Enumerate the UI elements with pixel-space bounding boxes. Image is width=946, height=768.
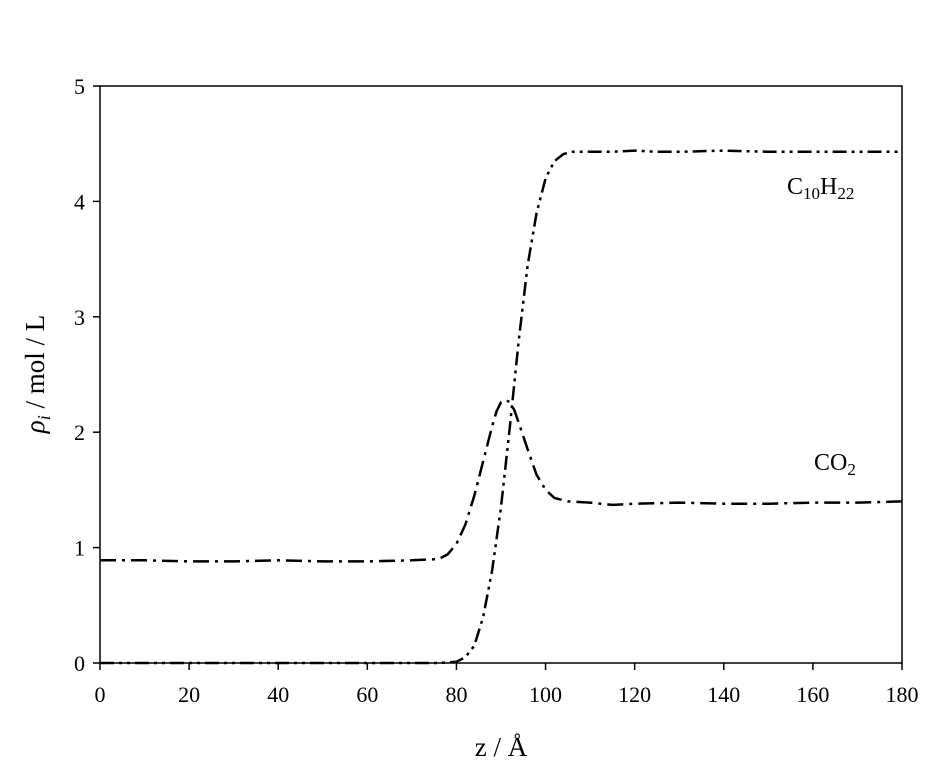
co2-label-co: CO xyxy=(814,450,847,476)
series-line-c10h22 xyxy=(100,149,902,665)
x-tick-label: 20 xyxy=(178,682,200,707)
c10h22-label-h: H xyxy=(820,174,837,200)
y-axis-title: ρi / mol / L xyxy=(20,315,54,434)
series-lines xyxy=(100,149,903,665)
x-tick-label: 60 xyxy=(356,682,378,707)
c10h22-label-sub10: 10 xyxy=(803,184,820,203)
x-tick-label: 80 xyxy=(445,682,467,707)
x-tick-label: 160 xyxy=(796,682,829,707)
y-tick-label: 3 xyxy=(74,305,85,330)
series-line-co2 xyxy=(100,398,903,563)
x-tick-label: 140 xyxy=(707,682,740,707)
y-axis-title-units: / mol / L xyxy=(20,315,50,416)
y-tick-label: 2 xyxy=(74,420,85,445)
x-tick-label: 40 xyxy=(267,682,289,707)
co2-label-sub2: 2 xyxy=(847,460,856,479)
y-tick-label: 4 xyxy=(74,189,85,214)
y-axis-title-symbol: ρ xyxy=(20,420,50,434)
y-axis-ticks: 0 1 2 3 4 5 xyxy=(74,74,100,676)
x-tick-label: 0 xyxy=(95,682,106,707)
y-tick-label: 0 xyxy=(74,651,85,676)
c10h22-label-sub22: 22 xyxy=(837,184,854,203)
y-axis-title-subscript: i xyxy=(34,415,54,420)
x-axis-ticks: 0 20 40 60 80 100 120 140 160 180 xyxy=(95,663,919,707)
x-tick-label: 120 xyxy=(618,682,651,707)
x-axis-title: z / Å xyxy=(475,732,528,762)
x-tick-label: 180 xyxy=(886,682,919,707)
y-tick-label: 5 xyxy=(74,74,85,99)
x-tick-label: 100 xyxy=(529,682,562,707)
y-tick-label: 1 xyxy=(74,536,85,561)
plot-frame xyxy=(99,85,903,664)
c10h22-label-c: C xyxy=(787,174,803,200)
series-label-co2: CO2 xyxy=(814,450,856,479)
series-label-c10h22: C10H22 xyxy=(787,174,854,203)
